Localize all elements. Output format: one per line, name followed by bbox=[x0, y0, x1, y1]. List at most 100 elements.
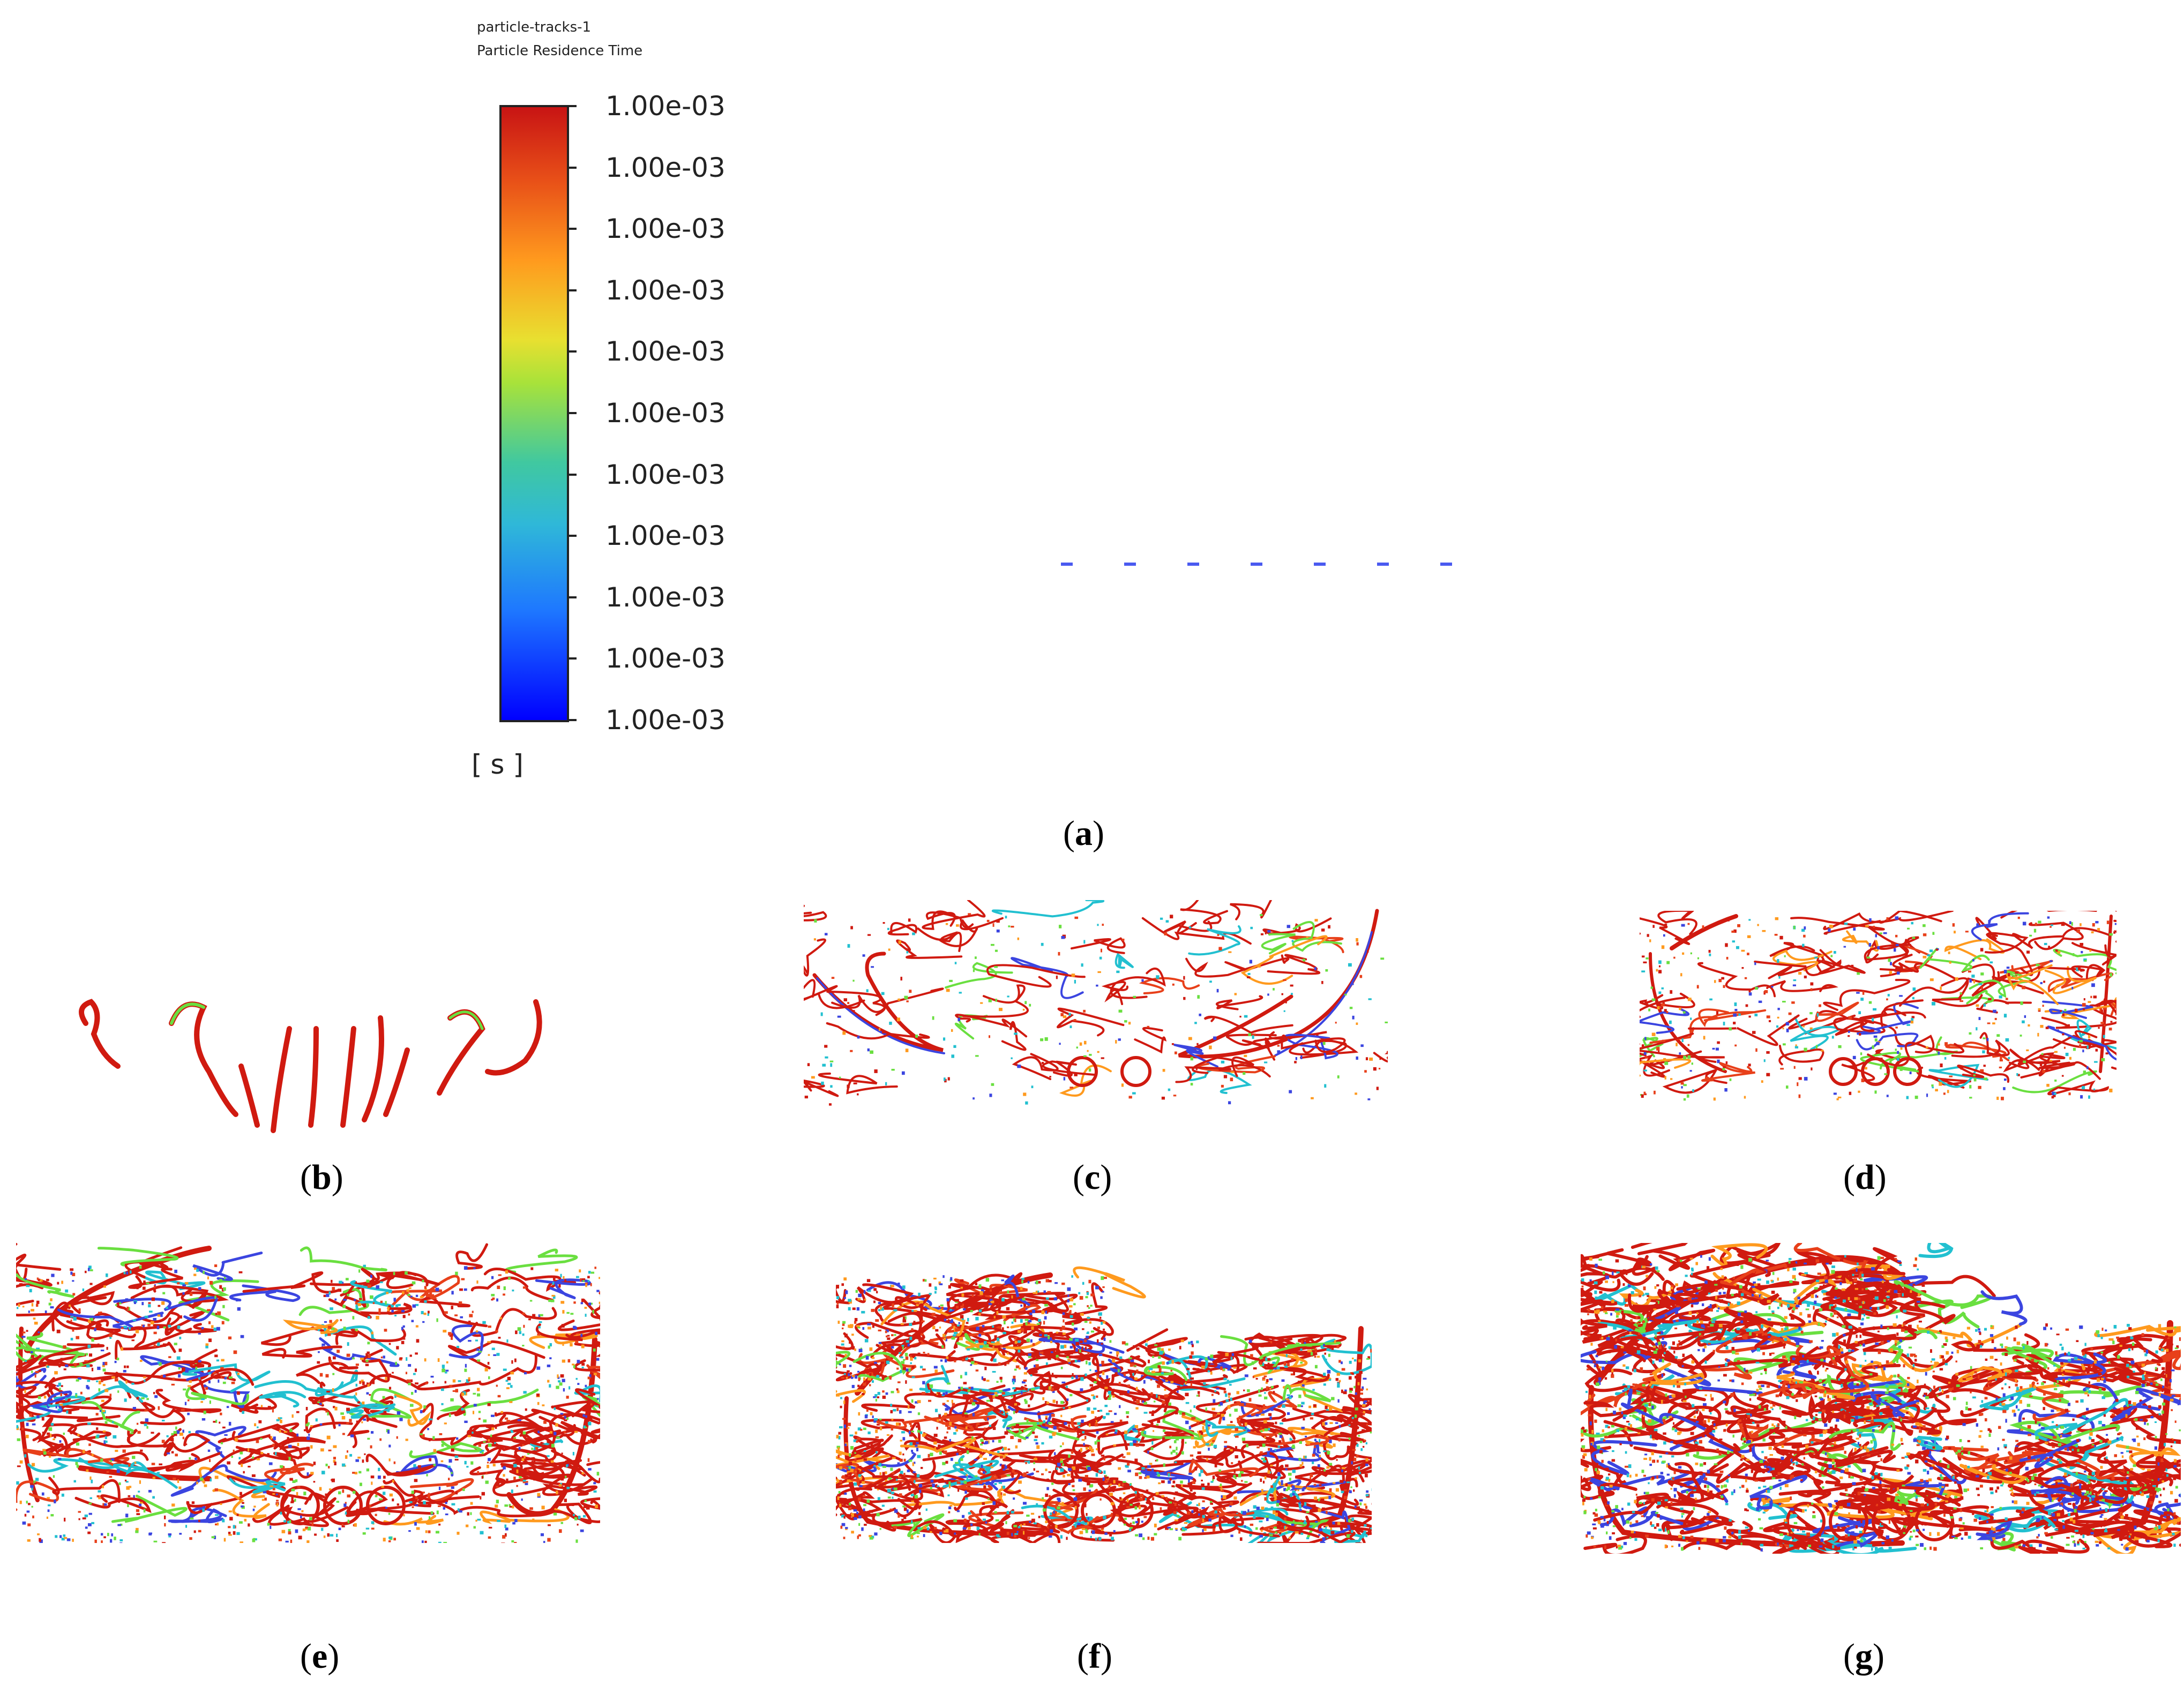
particle-dot bbox=[158, 1338, 161, 1341]
particle-dot bbox=[1033, 1292, 1036, 1294]
particle-dot bbox=[1814, 956, 1818, 959]
particle-dot bbox=[1314, 1351, 1317, 1353]
particle-dot bbox=[343, 1299, 347, 1301]
particle-dot bbox=[234, 1437, 238, 1442]
particle-dot bbox=[1323, 1373, 1326, 1376]
particle-dot bbox=[1976, 923, 1979, 927]
particle-dot bbox=[2076, 967, 2079, 971]
particle-dot bbox=[1084, 1475, 1088, 1478]
particle-dot bbox=[402, 1291, 405, 1294]
particle-dot bbox=[1955, 977, 1958, 981]
injector-mark bbox=[1251, 563, 1262, 566]
particle-dot bbox=[872, 1380, 874, 1383]
particle-dot bbox=[891, 1334, 894, 1337]
particle-dot bbox=[1344, 993, 1347, 995]
particle-dot bbox=[1151, 1469, 1154, 1472]
particle-dot bbox=[162, 1374, 166, 1378]
particle-dot bbox=[1139, 1476, 1142, 1479]
particle-dot bbox=[2046, 1084, 2050, 1087]
particle-dot bbox=[1265, 1507, 1268, 1509]
particle-dot bbox=[1328, 1353, 1330, 1357]
particle-dot bbox=[940, 1304, 944, 1307]
particle-dot bbox=[1355, 1375, 1358, 1379]
particle-dot bbox=[1325, 1526, 1327, 1529]
particle-dot bbox=[130, 1270, 132, 1274]
particle-dot bbox=[1266, 1386, 1269, 1390]
particle-dot bbox=[1367, 1356, 1371, 1359]
particle-dot bbox=[537, 1402, 540, 1405]
particle-dot bbox=[997, 1493, 1000, 1497]
particle-dot bbox=[1664, 1009, 1667, 1012]
particle-dot bbox=[1078, 1426, 1081, 1428]
particle-dot bbox=[1327, 1451, 1330, 1455]
particle-dot bbox=[1852, 1055, 1856, 1059]
particle-dot bbox=[954, 1532, 956, 1535]
particle-dot bbox=[944, 1337, 946, 1341]
particle-dot bbox=[436, 1510, 439, 1515]
particle-dot bbox=[957, 1488, 960, 1492]
particle-dot bbox=[955, 1301, 959, 1303]
particle-dot bbox=[1144, 1477, 1147, 1479]
particle-dot bbox=[310, 1445, 313, 1449]
particle-dot bbox=[902, 1285, 906, 1289]
particle-dot bbox=[34, 1374, 36, 1378]
particle-dot bbox=[213, 1421, 216, 1423]
particle-dot bbox=[1011, 1396, 1013, 1398]
particle-dot bbox=[1033, 1462, 1035, 1464]
particle-dot bbox=[1060, 1468, 1064, 1472]
particle-dot bbox=[78, 1308, 81, 1312]
particle-dot bbox=[168, 1533, 172, 1536]
particle-dot bbox=[543, 1420, 547, 1424]
particle-dot bbox=[160, 1265, 163, 1267]
particle-dot bbox=[74, 1364, 77, 1367]
particle-dot bbox=[1649, 939, 1651, 942]
particle-dot bbox=[1024, 1460, 1028, 1463]
particle-dot bbox=[1333, 1443, 1336, 1447]
particle-dot bbox=[341, 1524, 343, 1527]
particle-dot bbox=[2062, 1033, 2065, 1036]
particle-dot bbox=[217, 1311, 221, 1315]
particle-dot bbox=[976, 1526, 979, 1530]
particle-dot bbox=[156, 1325, 160, 1330]
particle-track bbox=[268, 1497, 336, 1527]
particle-track bbox=[1928, 1063, 1989, 1088]
particle-dot bbox=[811, 1076, 815, 1079]
particle-dot bbox=[1197, 995, 1200, 999]
particle-dot bbox=[915, 1439, 918, 1441]
particle-dot bbox=[522, 1444, 525, 1447]
particle-dot bbox=[587, 1440, 591, 1443]
particle-dot bbox=[233, 1449, 235, 1452]
particle-dot bbox=[1299, 1509, 1302, 1511]
particle-dot bbox=[552, 1282, 555, 1285]
particle-dot bbox=[1326, 1466, 1330, 1469]
particle-dot bbox=[1938, 1051, 1940, 1055]
particle-dot bbox=[1337, 1399, 1340, 1403]
particle-dot bbox=[1054, 1376, 1058, 1379]
particle-track bbox=[1769, 942, 1824, 957]
particle-dot bbox=[1873, 925, 1875, 928]
particle-track bbox=[555, 1502, 592, 1524]
particle-dot bbox=[444, 1381, 447, 1384]
particle-dot bbox=[487, 1341, 491, 1343]
particle-dot bbox=[975, 1283, 978, 1285]
particle-dot bbox=[1295, 1489, 1297, 1492]
particle-track bbox=[1233, 1401, 1289, 1435]
legend-title: particle-tracks-1 bbox=[477, 19, 592, 35]
particle-dot bbox=[1328, 1495, 1332, 1500]
particle-dot bbox=[951, 1323, 954, 1327]
particle-track bbox=[804, 979, 865, 1009]
particle-dot bbox=[1766, 1073, 1770, 1076]
particle-dot bbox=[472, 1310, 474, 1313]
particle-dot bbox=[996, 930, 1000, 933]
particle-track bbox=[542, 1477, 598, 1496]
particle-dot bbox=[1325, 1358, 1327, 1362]
particle-dot bbox=[415, 1325, 418, 1328]
particle-dot bbox=[869, 1384, 871, 1387]
particle-dot bbox=[424, 1286, 427, 1289]
particle-dot bbox=[1648, 1008, 1650, 1012]
particle-dot bbox=[184, 1402, 187, 1405]
particle-dot bbox=[953, 1419, 957, 1421]
particle-dot bbox=[1121, 1483, 1124, 1486]
particle-dot bbox=[1211, 1355, 1214, 1359]
particle-dot bbox=[378, 1308, 381, 1312]
